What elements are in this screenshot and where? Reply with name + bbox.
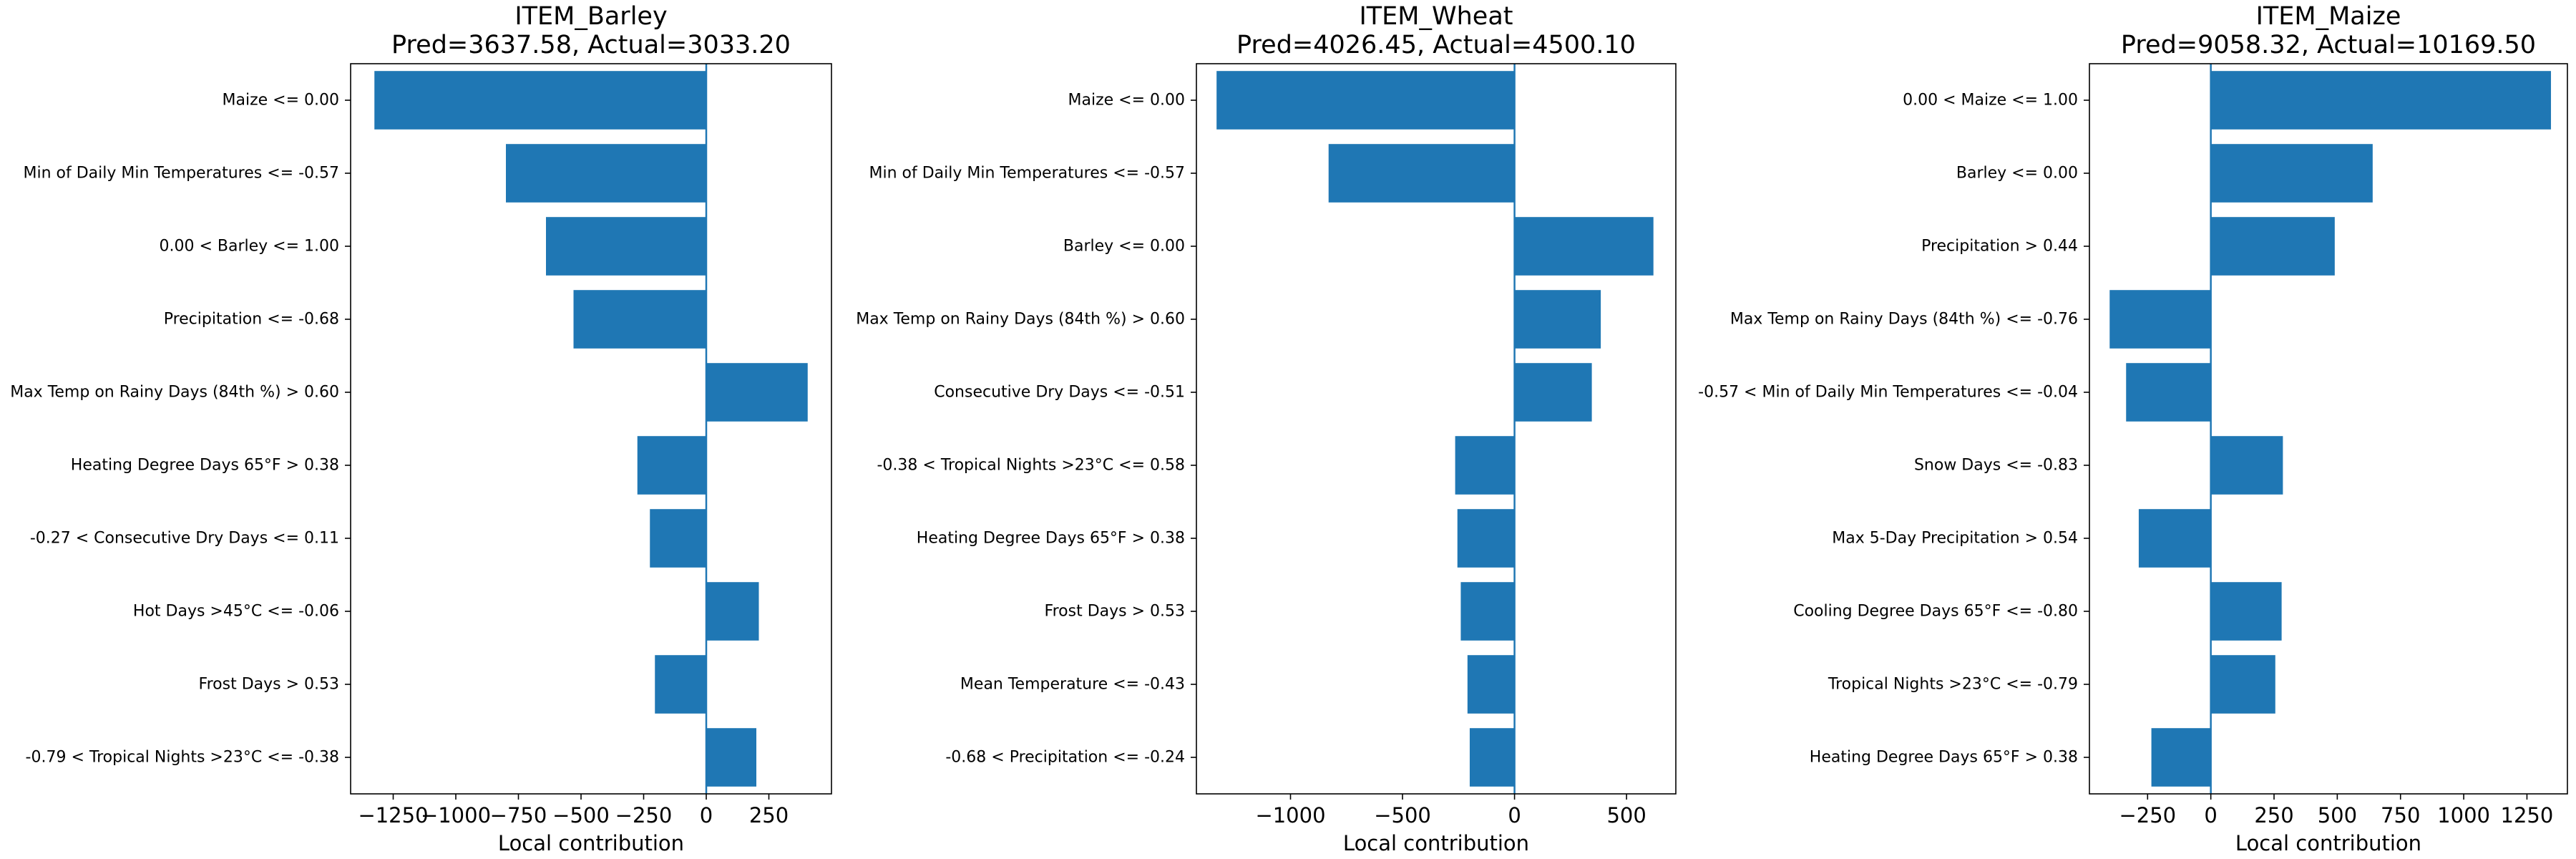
bar — [655, 655, 706, 714]
y-tick-label: Min of Daily Min Temperatures <= -0.57 — [869, 165, 1185, 183]
bar — [2151, 728, 2211, 787]
x-tick-label: −250 — [2119, 803, 2176, 828]
bar — [573, 290, 706, 349]
bar — [1469, 728, 1515, 787]
x-tick-label: 500 — [2318, 803, 2357, 828]
x-tick-label: 0 — [700, 803, 713, 828]
bar — [2210, 144, 2373, 203]
y-tick-label: -0.38 < Tropical Nights >23°C <= 0.58 — [877, 457, 1185, 475]
y-tick-label: Tropical Nights >23°C <= -0.79 — [1828, 676, 2078, 694]
y-tick-label: Snow Days <= -0.83 — [1914, 457, 2078, 475]
x-tick-label: 750 — [2381, 803, 2420, 828]
x-tick-label: −1250 — [358, 803, 428, 828]
y-tick-label: Max 5-Day Precipitation > 0.54 — [1832, 530, 2078, 548]
y-tick-label: Hot Days >45°C <= -0.06 — [133, 603, 339, 621]
x-tick-label: −1000 — [421, 803, 491, 828]
y-tick-label: Maize <= 0.00 — [1068, 92, 1186, 110]
chart-title: ITEM_Barley — [514, 2, 667, 31]
y-tick-label: Precipitation > 0.44 — [1921, 238, 2078, 256]
bar — [1460, 582, 1515, 641]
x-tick-label: −1000 — [1255, 803, 1325, 828]
y-tick-label: 0.00 < Barley <= 1.00 — [159, 238, 339, 256]
y-tick-label: Frost Days > 0.53 — [1045, 603, 1185, 621]
bar — [637, 436, 706, 495]
y-tick-label: Mean Temperature <= -0.43 — [960, 676, 1185, 694]
y-tick-label: -0.57 < Min of Daily Min Temperatures <=… — [1698, 384, 2078, 402]
y-tick-label: Heating Degree Days 65°F > 0.38 — [917, 530, 1185, 548]
bar — [1328, 144, 1515, 203]
y-tick-label: Max Temp on Rainy Days (84th %) > 0.60 — [10, 384, 339, 402]
bar — [546, 217, 706, 276]
chart-subtitle: Pred=3637.58, Actual=3033.20 — [391, 31, 791, 59]
x-tick-label: −750 — [490, 803, 547, 828]
y-tick-label: 0.00 < Maize <= 1.00 — [1903, 92, 2078, 110]
bar — [650, 509, 706, 568]
y-tick-label: Frost Days > 0.53 — [199, 676, 339, 694]
y-tick-label: Heating Degree Days 65°F > 0.38 — [1810, 749, 2078, 767]
chart-subtitle: Pred=4026.45, Actual=4500.10 — [1236, 31, 1636, 59]
y-tick-label: -0.27 < Consecutive Dry Days <= 0.11 — [30, 530, 339, 548]
bar — [1457, 509, 1515, 568]
bar — [2210, 436, 2283, 495]
x-tick-label: 1250 — [2501, 803, 2554, 828]
y-tick-label: -0.68 < Precipitation <= -0.24 — [945, 749, 1185, 767]
y-tick-label: Cooling Degree Days 65°F <= -0.80 — [1793, 603, 2078, 621]
bar — [2109, 290, 2211, 349]
bar — [2138, 509, 2211, 568]
chart-panel-3: 0.00 < Maize <= 1.00 Barley <= 0.00 Precip… — [1698, 2, 2568, 855]
chart-panel-2: Maize <= 0.00 Min of Daily Min Temperatur… — [856, 2, 1677, 855]
bar — [1455, 436, 1515, 495]
bar — [506, 144, 706, 203]
bar — [1514, 363, 1592, 422]
bar — [2210, 71, 2552, 130]
chart-subtitle: Pred=9058.32, Actual=10169.50 — [2121, 31, 2536, 59]
x-tick-label: 0 — [2204, 803, 2217, 828]
y-tick-label: Barley <= 0.00 — [1956, 165, 2078, 183]
bar — [1514, 290, 1601, 349]
x-tick-label: 250 — [2254, 803, 2293, 828]
bar — [1467, 655, 1515, 714]
x-tick-label: 1000 — [2437, 803, 2490, 828]
bar — [2210, 655, 2275, 714]
chart-panel-1: Maize <= 0.00 Min of Daily Min Temperatur… — [10, 2, 832, 855]
chart-title: ITEM_Wheat — [1359, 2, 1513, 31]
y-tick-label: Heating Degree Days 65°F > 0.38 — [71, 457, 339, 475]
bar — [2210, 582, 2282, 641]
y-tick-label: Max Temp on Rainy Days (84th %) <= -0.76 — [1730, 311, 2078, 329]
y-tick-label: Barley <= 0.00 — [1063, 238, 1185, 256]
x-tick-label: −250 — [615, 803, 673, 828]
y-tick-label: -0.79 < Tropical Nights >23°C <= -0.38 — [26, 749, 339, 767]
x-axis-label: Local contribution — [1343, 831, 1529, 855]
x-tick-label: −500 — [552, 803, 610, 828]
y-tick-label: Consecutive Dry Days <= -0.51 — [934, 384, 1185, 402]
x-tick-label: 500 — [1606, 803, 1646, 828]
y-tick-label: Precipitation <= -0.68 — [164, 311, 339, 329]
y-tick-label: Max Temp on Rainy Days (84th %) > 0.60 — [856, 311, 1185, 329]
bar — [706, 582, 759, 641]
bar — [706, 363, 808, 422]
x-tick-label: 0 — [1508, 803, 1521, 828]
bar — [374, 71, 706, 130]
y-tick-label: Min of Daily Min Temperatures <= -0.57 — [23, 165, 339, 183]
axes-frame — [1196, 63, 1677, 795]
x-axis-label: Local contribution — [498, 831, 684, 855]
axes-frame — [2089, 63, 2568, 795]
y-tick-label: Maize <= 0.00 — [223, 92, 340, 110]
bar — [2126, 363, 2211, 422]
bar — [1216, 71, 1515, 130]
bar — [706, 728, 756, 787]
x-tick-label: −500 — [1374, 803, 1431, 828]
axes-frame — [350, 63, 832, 795]
chart-title: ITEM_Maize — [2256, 2, 2401, 31]
bar — [2210, 217, 2335, 276]
x-axis-label: Local contribution — [2235, 831, 2421, 855]
x-tick-label: 250 — [749, 803, 789, 828]
bar — [1514, 217, 1654, 276]
